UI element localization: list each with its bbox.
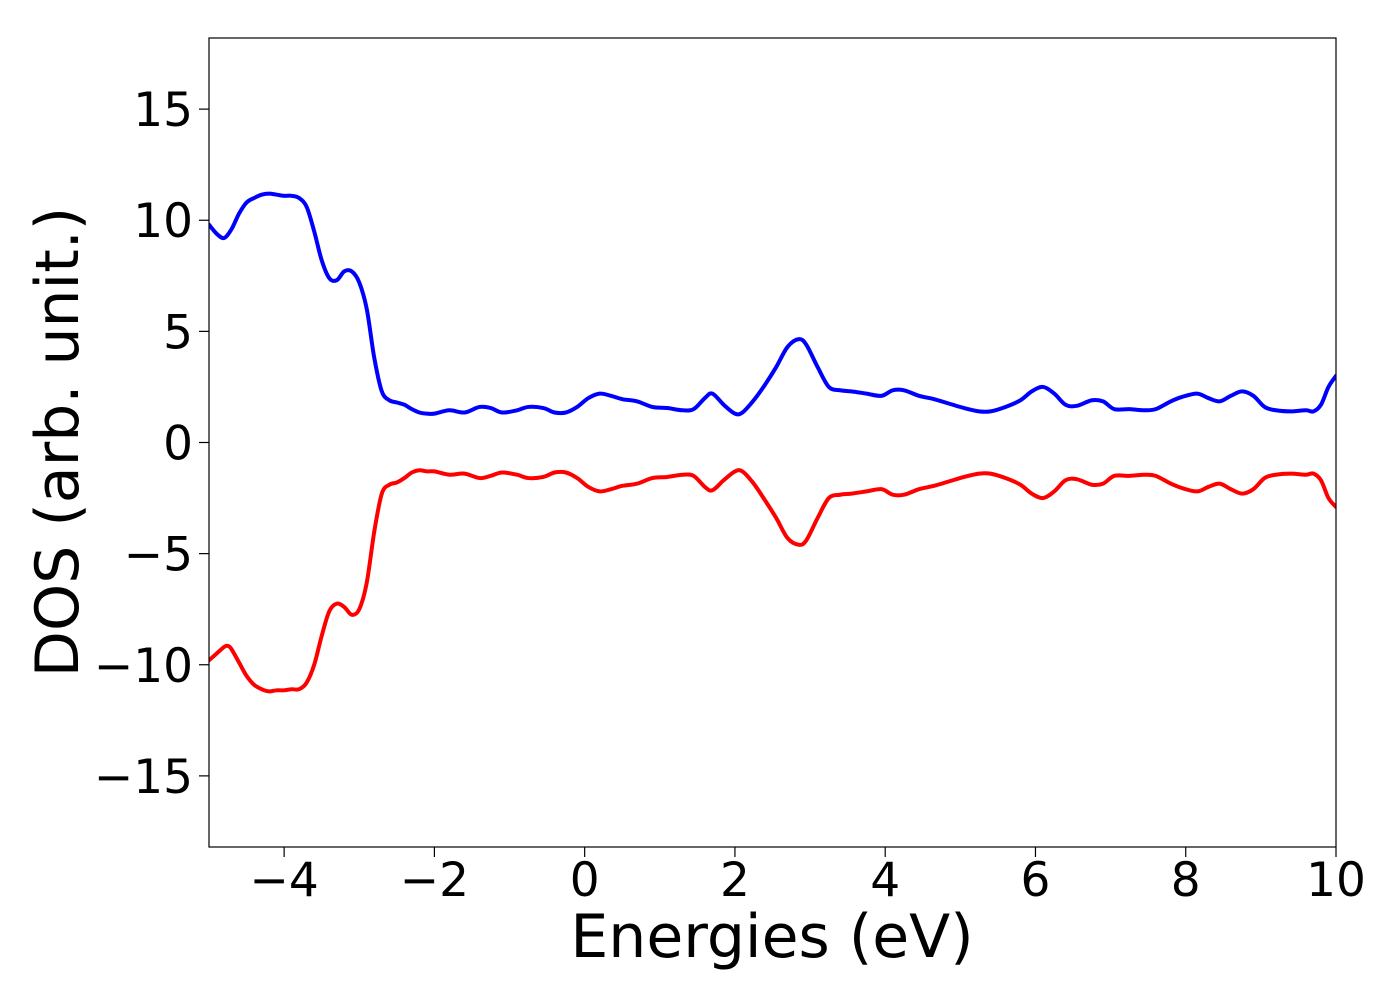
x-tick-label: 10 (1306, 853, 1366, 908)
x-tick-label: −4 (249, 853, 318, 908)
x-tick-label: 2 (720, 853, 750, 908)
y-tick-label: −10 (94, 639, 193, 694)
y-tick-label: −5 (124, 528, 193, 583)
x-tick-label: −2 (400, 853, 469, 908)
series-layer (209, 191, 1336, 694)
y-axis-title: DOS (arb. unit.) (23, 207, 93, 677)
y-tick-label: 5 (163, 305, 193, 360)
x-tick-label: 0 (570, 853, 600, 908)
y-tick-label: 10 (133, 194, 193, 249)
x-tick-label: 8 (1171, 853, 1201, 908)
y-tick-label: 15 (133, 83, 193, 138)
spin-down-dos-line (209, 468, 1336, 694)
y-tick-label: 0 (163, 417, 193, 472)
x-axis: −4 −2 0 2 4 6 8 10 (249, 847, 1366, 908)
y-axis: 15 10 5 0 −5 −10 −15 (94, 83, 209, 805)
plot-frame (208, 37, 1337, 848)
x-tick-label: 4 (870, 853, 900, 908)
spin-up-dos-line (209, 191, 1336, 417)
x-axis-title: Energies (eV) (570, 902, 973, 972)
x-tick-label: 6 (1021, 853, 1051, 908)
y-tick-label: −15 (94, 750, 193, 805)
